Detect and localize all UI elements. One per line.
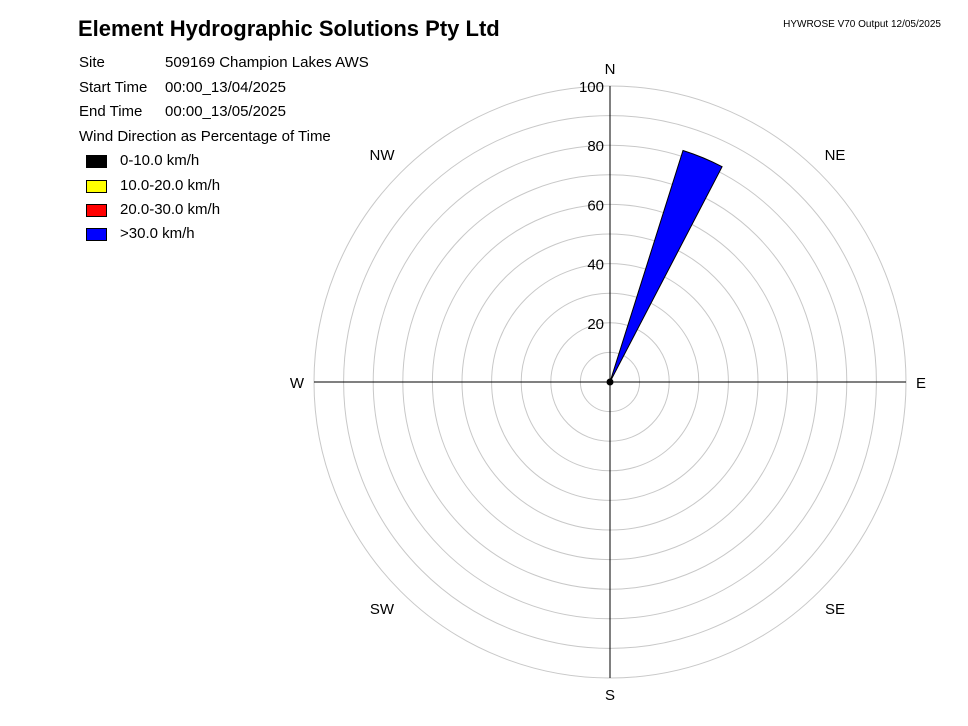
legend-swatch <box>86 180 107 193</box>
end-time-label: End Time <box>79 103 143 120</box>
calm-dot <box>606 378 614 386</box>
legend-label: >30.0 km/h <box>120 225 195 242</box>
rose-sectors <box>606 149 723 386</box>
direction-label-n: N <box>605 61 616 78</box>
site-row: Site 509169 Champion Lakes AWS <box>79 54 369 71</box>
direction-label-sw: SW <box>370 601 395 618</box>
direction-label-s: S <box>605 687 615 704</box>
version-label: HYWROSE V70 Output 12/05/2025 <box>783 19 941 30</box>
site-value: 509169 Champion Lakes AWS <box>165 54 369 71</box>
site-label: Site <box>79 54 105 71</box>
start-time-row: Start Time 00:00_13/04/2025 <box>79 79 286 96</box>
legend-title: Wind Direction as Percentage of Time <box>79 128 331 145</box>
end-time-value: 00:00_13/05/2025 <box>165 103 286 120</box>
end-time-row: End Time 00:00_13/05/2025 <box>79 103 286 120</box>
direction-label-se: SE <box>825 601 845 618</box>
direction-label-ne: NE <box>825 147 846 164</box>
start-time-value: 00:00_13/04/2025 <box>165 79 286 96</box>
direction-label-w: W <box>290 375 305 392</box>
radial-tick-label: 80 <box>587 138 604 155</box>
legend-label: 0-10.0 km/h <box>120 152 200 169</box>
radial-tick-label: 20 <box>587 316 604 333</box>
direction-label-e: E <box>916 375 926 392</box>
start-time-label: Start Time <box>79 79 148 96</box>
legend-label: 10.0-20.0 km/h <box>120 177 221 194</box>
legend-swatch <box>86 155 107 168</box>
direction-label-nw: NW <box>370 147 396 164</box>
legend-swatch <box>86 204 107 217</box>
chart-title: Element Hydrographic Solutions Pty Ltd <box>78 16 500 41</box>
radial-tick-label: 60 <box>587 197 604 214</box>
radial-tick-label: 100 <box>579 79 604 96</box>
legend-label: 20.0-30.0 km/h <box>120 201 221 218</box>
legend-swatch <box>86 228 107 241</box>
radial-tick-label: 40 <box>587 257 604 274</box>
